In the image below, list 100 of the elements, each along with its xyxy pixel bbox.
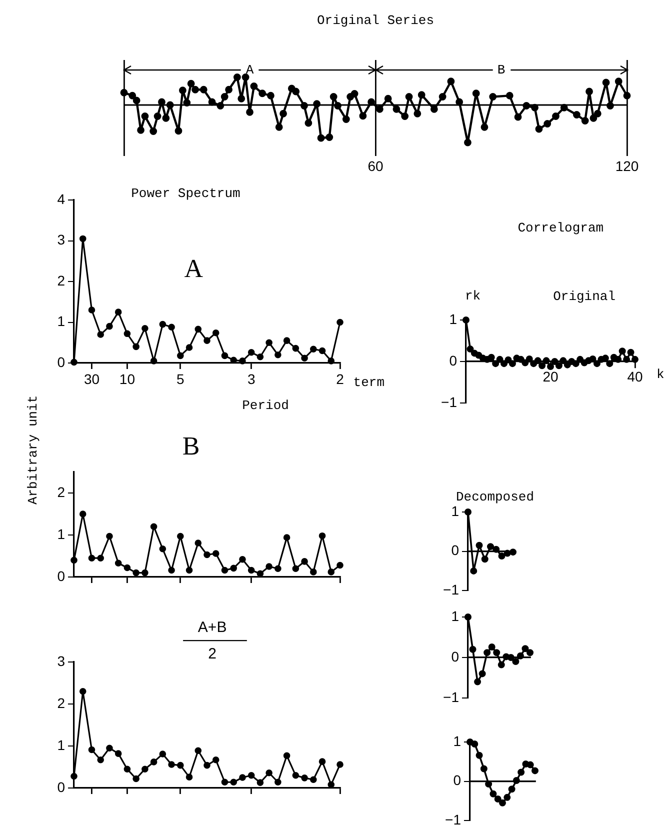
y-tick-label: 4 [57,190,66,207]
point [221,778,228,786]
point [512,777,520,784]
point [97,554,104,562]
point [132,569,140,576]
point [248,566,255,574]
point [204,337,210,344]
x-tick-label: 20 [542,368,558,384]
point [283,337,290,344]
point [274,565,282,572]
y-tick-label: 1 [57,736,66,753]
point [301,774,308,782]
x-tick-label: 2 [336,370,344,387]
y-tick-label: 1 [449,310,458,327]
y-tick-label: 2 [57,272,66,288]
point [70,358,78,366]
point [474,678,482,686]
point [239,556,246,563]
point [97,331,104,338]
y-tick-label: 1 [451,502,460,519]
point [79,510,86,518]
point [150,358,158,364]
point [551,358,558,365]
annotation: B [497,62,506,78]
point [494,795,502,802]
point [481,556,488,563]
point [97,756,104,764]
point [538,362,546,370]
y-tick-label: 0 [57,778,66,795]
point [292,565,300,572]
point [114,750,122,757]
point [88,746,96,754]
y-tick-label: 0 [449,352,458,368]
point [547,362,554,370]
y-tick-label: 0 [57,568,66,584]
point [492,360,500,368]
point [488,643,496,650]
point [492,546,500,553]
point [301,354,308,362]
point [186,566,193,574]
point [248,772,255,779]
point [504,550,511,557]
x-tick-label: 120 [615,158,639,174]
point [212,756,220,764]
point [186,344,193,351]
chart-title: Original Series [316,12,434,28]
text: B [182,432,200,461]
x-tick-label: 40 [627,368,643,384]
point [522,645,529,652]
point [318,347,326,354]
point [487,543,494,550]
x-tick-label: 30 [84,370,100,387]
point [266,563,272,570]
point [471,740,478,748]
point [106,322,113,330]
annotation: A [246,62,254,78]
point [469,646,476,653]
point [462,316,470,324]
point [478,670,486,678]
point [510,548,516,556]
point [168,324,175,331]
point [70,556,78,564]
point [534,357,542,364]
point [239,358,246,364]
point [336,318,344,326]
point [283,752,290,760]
point [256,779,264,786]
y-tick-label: −1 [443,581,460,598]
point [142,766,148,772]
y-tick-label: 2 [57,484,66,500]
point [614,356,622,363]
y-tick-label: 3 [57,652,66,669]
point [480,765,488,772]
point [498,661,505,668]
y-tick-label: 0 [57,354,66,370]
point [466,346,474,353]
point [504,794,511,801]
point [310,776,317,783]
point [618,348,626,355]
point [159,750,166,758]
y-axis-title: rk [464,288,481,304]
point [274,351,282,358]
text: A+B [198,619,227,636]
annotation: 2 [208,646,216,663]
point [522,359,529,366]
point [476,752,483,759]
point [230,778,237,786]
point [186,774,193,780]
point [168,566,175,574]
point [159,320,166,328]
point [274,778,282,786]
point [230,564,237,572]
point [470,567,478,574]
point [177,532,184,540]
y-tick-label: 1 [57,313,66,330]
chart-title: Decomposed [456,490,534,505]
point [194,326,202,333]
y-tick-label: 1 [451,608,460,624]
y-tick-label: 2 [57,694,66,711]
x-tick-label: 60 [368,158,384,174]
